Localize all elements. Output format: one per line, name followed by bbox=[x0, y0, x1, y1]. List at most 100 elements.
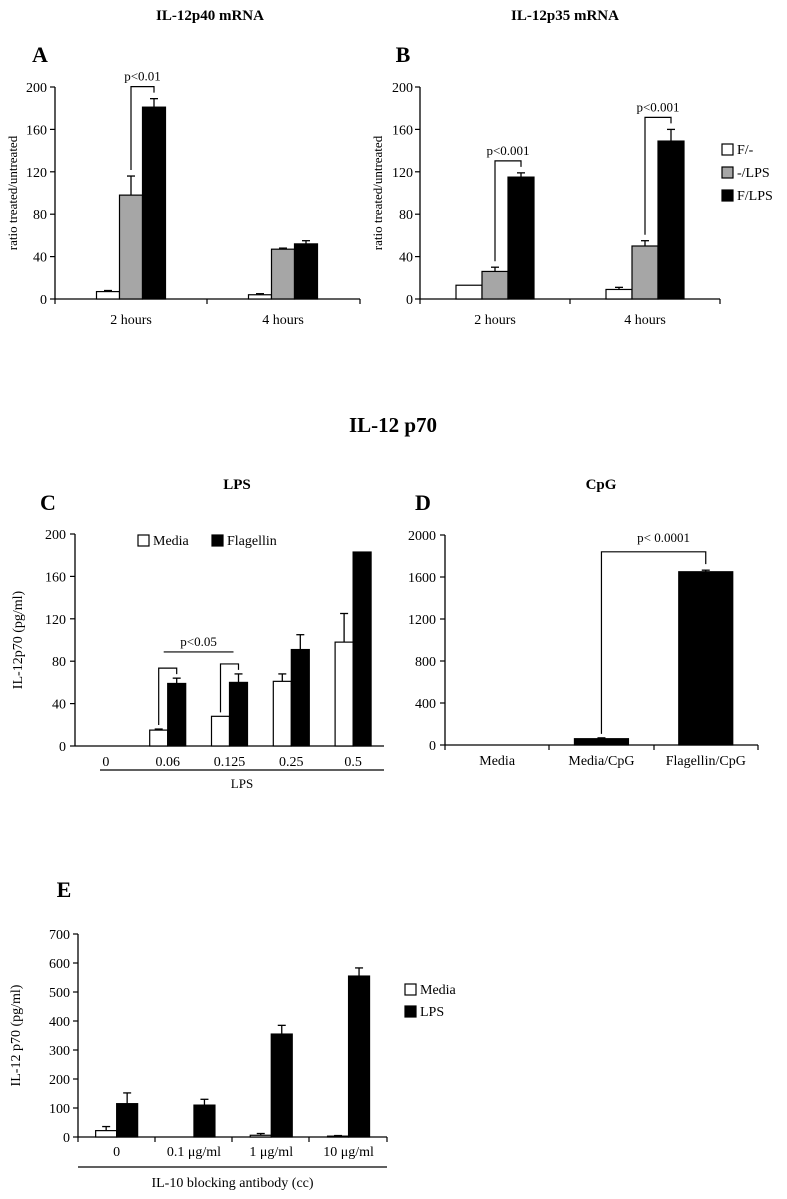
panel-letter: D bbox=[415, 490, 431, 515]
y-tick-label: 1600 bbox=[408, 571, 436, 586]
panel-letter: B bbox=[396, 42, 411, 67]
bar bbox=[290, 648, 310, 747]
y-tick-label: 0 bbox=[63, 1131, 70, 1146]
bar bbox=[247, 294, 273, 300]
y-tick-label: 500 bbox=[49, 986, 70, 1001]
legend-item: Media bbox=[404, 983, 457, 998]
y-tick-label: 80 bbox=[33, 208, 47, 223]
y-tick-label: 600 bbox=[49, 957, 70, 972]
significance-bracket bbox=[494, 160, 522, 262]
legend-label: F/LPS bbox=[737, 189, 773, 204]
chart-title: LPS bbox=[223, 477, 251, 493]
significance-bracket bbox=[219, 663, 240, 713]
legend-label: Media bbox=[153, 534, 190, 549]
y-tick-label: 300 bbox=[49, 1044, 70, 1059]
chart-title: IL-12p40 mRNA bbox=[156, 8, 264, 24]
y-tick-label: 2000 bbox=[408, 529, 436, 544]
y-tick-label: 700 bbox=[49, 928, 70, 943]
legend-item: Media bbox=[137, 534, 190, 549]
significance-label: p< 0.0001 bbox=[637, 530, 690, 545]
bar bbox=[678, 571, 734, 746]
bar bbox=[193, 1104, 216, 1138]
bar bbox=[249, 1134, 272, 1138]
y-axis-label: ratio treated/untreated bbox=[5, 135, 20, 250]
bar bbox=[507, 176, 535, 300]
panel-c: C LPS 0 40 80 120 160 200 IL-12p70 (pg/ml) 0 0.06 0… bbox=[11, 477, 384, 791]
y-tick-label: 40 bbox=[399, 251, 413, 266]
significance-annotation: p<0.01 bbox=[124, 69, 161, 171]
x-category-label: 0 bbox=[113, 1145, 120, 1160]
y-tick-label: 160 bbox=[45, 570, 66, 585]
chart-title: IL-12p35 mRNA bbox=[511, 8, 619, 24]
legend-swatch bbox=[404, 1005, 417, 1018]
significance-bracket bbox=[158, 667, 178, 726]
significance-label: p<0.01 bbox=[124, 69, 161, 84]
legend-swatch bbox=[137, 534, 150, 547]
significance-bracket bbox=[600, 551, 707, 734]
bar bbox=[272, 680, 292, 747]
bar bbox=[118, 194, 144, 300]
y-tick-label: 0 bbox=[59, 740, 66, 755]
panel-e: E 0 100 200 300 400 500 600 700 IL-12 p70 (pg/ml)… bbox=[9, 877, 457, 1191]
y-tick-label: 200 bbox=[49, 1073, 70, 1088]
significance-label: p<0.05 bbox=[180, 634, 217, 649]
bar bbox=[347, 975, 371, 1138]
panels: A IL-12p40 mRNA 0 40 80 120 160 200 ratio treate… bbox=[5, 8, 773, 1191]
bar bbox=[605, 288, 633, 300]
bar bbox=[141, 106, 167, 300]
bar bbox=[293, 243, 319, 300]
y-tick-label: 400 bbox=[415, 697, 436, 712]
legend-item: F/- bbox=[721, 143, 754, 158]
bar bbox=[573, 738, 630, 746]
y-tick-label: 80 bbox=[399, 208, 413, 223]
x-category-label: 0 bbox=[102, 755, 109, 770]
x-category-label: 0.125 bbox=[214, 755, 246, 770]
significance-annotation: p<0.001 bbox=[636, 99, 680, 235]
x-category-label: Media bbox=[479, 754, 516, 769]
bar bbox=[210, 715, 231, 747]
panel-letter: C bbox=[40, 490, 56, 515]
y-tick-label: 100 bbox=[49, 1102, 70, 1117]
y-tick-label: 0 bbox=[40, 293, 47, 308]
legend-label: -/LPS bbox=[737, 166, 770, 181]
bar bbox=[352, 551, 372, 747]
y-tick-label: 0 bbox=[429, 739, 436, 754]
chart-title: CpG bbox=[586, 477, 617, 493]
x-category-label: 4 hours bbox=[624, 313, 666, 328]
legend-item: F/LPS bbox=[721, 189, 773, 204]
legend-label: F/- bbox=[737, 143, 754, 158]
bar bbox=[481, 270, 509, 300]
x-category-label: 0.1 μg/ml bbox=[167, 1145, 221, 1160]
y-axis-label: IL-12 p70 (pg/ml) bbox=[9, 984, 24, 1086]
x-category-label: 10 μg/ml bbox=[323, 1145, 374, 1160]
y-tick-label: 1200 bbox=[408, 613, 436, 628]
y-tick-label: 40 bbox=[33, 251, 47, 266]
legend-swatch bbox=[404, 983, 417, 996]
y-tick-label: 120 bbox=[26, 166, 47, 181]
significance-annotation: p<0.001 bbox=[486, 143, 530, 262]
bar bbox=[167, 682, 187, 747]
significance-bracket bbox=[644, 116, 672, 235]
x-axis-label: IL-10 blocking antibody (cc) bbox=[151, 1176, 313, 1191]
bar bbox=[455, 284, 483, 300]
y-tick-label: 40 bbox=[52, 698, 66, 713]
x-axis-label: LPS bbox=[231, 776, 253, 791]
bar bbox=[149, 729, 169, 747]
y-tick-label: 160 bbox=[26, 123, 47, 138]
legend-item: LPS bbox=[404, 1005, 444, 1020]
x-category-label: 0.5 bbox=[344, 755, 362, 770]
bar bbox=[326, 1135, 350, 1138]
bar bbox=[95, 290, 121, 300]
legend-swatch bbox=[721, 166, 734, 179]
x-category-label: 2 hours bbox=[110, 313, 152, 328]
bar bbox=[228, 681, 249, 747]
legend-label: Flagellin bbox=[227, 534, 277, 549]
y-tick-label: 800 bbox=[415, 655, 436, 670]
significance-bracket bbox=[130, 86, 155, 171]
x-category-label: Media/CpG bbox=[568, 754, 634, 769]
legend-swatch bbox=[721, 143, 734, 156]
y-tick-label: 200 bbox=[45, 528, 66, 543]
legend-label: LPS bbox=[420, 1005, 444, 1020]
y-tick-label: 200 bbox=[26, 81, 47, 96]
